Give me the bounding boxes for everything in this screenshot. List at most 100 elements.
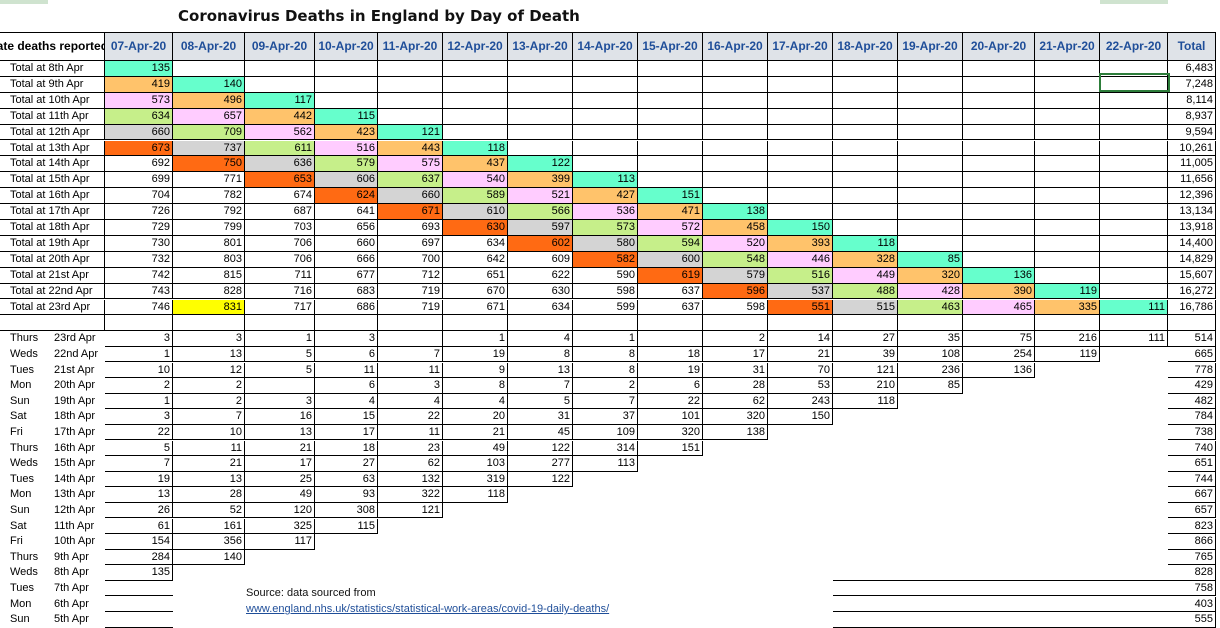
- cumulative-cell[interactable]: [443, 61, 508, 77]
- daily-cell[interactable]: 3: [245, 393, 315, 410]
- cumulative-cell[interactable]: 729: [105, 220, 173, 236]
- cumulative-cell[interactable]: 801: [173, 235, 245, 252]
- header-date-16-Apr-20[interactable]: 16-Apr-20: [703, 32, 768, 61]
- cumulative-cell[interactable]: 677: [315, 267, 378, 284]
- daily-cell[interactable]: 118: [833, 393, 898, 410]
- cumulative-cell[interactable]: 390: [963, 283, 1035, 300]
- header-first-column[interactable]: Date deaths reported: [0, 32, 105, 61]
- cumulative-cell[interactable]: 671: [443, 299, 508, 316]
- cumulative-cell[interactable]: 328: [833, 251, 898, 268]
- cumulative-cell[interactable]: 515: [833, 299, 898, 316]
- daily-cell[interactable]: 35: [898, 331, 963, 347]
- cumulative-cell[interactable]: [573, 156, 638, 173]
- cumulative-cell[interactable]: [833, 76, 898, 93]
- cumulative-cell[interactable]: 446: [768, 251, 833, 268]
- daily-cell[interactable]: 93: [315, 487, 378, 503]
- cumulative-cell[interactable]: 579: [315, 156, 378, 173]
- cumulative-cell[interactable]: 536: [573, 204, 638, 220]
- cumulative-cell[interactable]: [963, 172, 1035, 189]
- cumulative-cell[interactable]: [1035, 172, 1100, 189]
- daily-cell[interactable]: 27: [833, 331, 898, 347]
- daily-cell[interactable]: 8: [443, 378, 508, 394]
- cumulative-cell[interactable]: [1035, 235, 1100, 252]
- daily-cell[interactable]: 2: [703, 331, 768, 347]
- cumulative-cell[interactable]: 634: [508, 299, 573, 316]
- header-date-12-Apr-20[interactable]: 12-Apr-20: [443, 32, 508, 61]
- header-date-17-Apr-20[interactable]: 17-Apr-20: [768, 32, 833, 61]
- cumulative-cell[interactable]: [963, 76, 1035, 93]
- daily-cell[interactable]: 121: [378, 502, 443, 519]
- cumulative-total[interactable]: 16,786: [1168, 299, 1216, 316]
- daily-cell[interactable]: 17: [315, 424, 378, 441]
- daily-cell[interactable]: 136: [963, 362, 1035, 379]
- cumulative-cell[interactable]: 135: [105, 61, 173, 77]
- cumulative-cell[interactable]: 471: [638, 204, 703, 220]
- cumulative-cell[interactable]: [378, 61, 443, 77]
- cumulative-cell[interactable]: 726: [105, 204, 173, 220]
- cumulative-cell[interactable]: 610: [443, 204, 508, 220]
- cumulative-cell[interactable]: [1100, 188, 1168, 205]
- cumulative-cell[interactable]: 771: [173, 172, 245, 189]
- cumulative-cell[interactable]: [638, 124, 703, 141]
- cumulative-cell[interactable]: 737: [173, 140, 245, 157]
- cumulative-total[interactable]: 9,594: [1168, 124, 1216, 141]
- cumulative-cell[interactable]: 111: [1100, 299, 1168, 316]
- cumulative-cell[interactable]: 657: [173, 108, 245, 125]
- cumulative-cell[interactable]: [1035, 220, 1100, 236]
- daily-cell[interactable]: 4: [508, 331, 573, 347]
- cumulative-cell[interactable]: [833, 140, 898, 157]
- cumulative-cell[interactable]: [703, 172, 768, 189]
- cumulative-cell[interactable]: 815: [173, 267, 245, 284]
- cumulative-cell[interactable]: 660: [378, 188, 443, 205]
- daily-cell[interactable]: [105, 597, 173, 613]
- header-date-21-Apr-20[interactable]: 21-Apr-20: [1035, 32, 1100, 61]
- daily-cell[interactable]: 26: [105, 502, 173, 519]
- cumulative-cell[interactable]: 624: [315, 188, 378, 205]
- daily-total[interactable]: 740: [1168, 440, 1216, 457]
- cumulative-cell[interactable]: 449: [833, 267, 898, 284]
- cumulative-cell[interactable]: [245, 61, 315, 77]
- cumulative-cell[interactable]: [898, 204, 963, 220]
- cumulative-cell[interactable]: [638, 61, 703, 77]
- cumulative-cell[interactable]: [1035, 267, 1100, 284]
- cumulative-cell[interactable]: [173, 61, 245, 77]
- daily-cell[interactable]: 120: [245, 502, 315, 519]
- cumulative-cell[interactable]: [768, 108, 833, 125]
- cumulative-cell[interactable]: 437: [443, 156, 508, 173]
- daily-cell[interactable]: 132: [378, 471, 443, 488]
- cumulative-cell[interactable]: 599: [573, 299, 638, 316]
- cumulative-cell[interactable]: 602: [508, 235, 573, 252]
- daily-cell[interactable]: 117: [245, 534, 315, 550]
- cumulative-cell[interactable]: 706: [245, 235, 315, 252]
- daily-cell[interactable]: 140: [173, 549, 245, 566]
- cumulative-total[interactable]: 6,483: [1168, 61, 1216, 77]
- cumulative-cell[interactable]: 656: [315, 220, 378, 236]
- daily-cell[interactable]: 8: [508, 346, 573, 363]
- daily-cell[interactable]: 119: [1035, 346, 1100, 363]
- cumulative-cell[interactable]: 573: [105, 92, 173, 109]
- cumulative-cell[interactable]: 716: [245, 283, 315, 300]
- cumulative-cell[interactable]: [1100, 251, 1168, 268]
- cumulative-cell[interactable]: [1100, 61, 1168, 77]
- cumulative-cell[interactable]: 136: [963, 267, 1035, 284]
- cumulative-cell[interactable]: [898, 92, 963, 109]
- cumulative-cell[interactable]: [898, 188, 963, 205]
- cumulative-cell[interactable]: 118: [833, 235, 898, 252]
- cumulative-cell[interactable]: [638, 156, 703, 173]
- cumulative-cell[interactable]: 598: [573, 283, 638, 300]
- cumulative-cell[interactable]: 750: [173, 156, 245, 173]
- daily-cell[interactable]: 49: [443, 440, 508, 457]
- cumulative-cell[interactable]: 335: [1035, 299, 1100, 316]
- daily-cell[interactable]: 6: [315, 346, 378, 363]
- cumulative-cell[interactable]: [315, 76, 378, 93]
- cumulative-cell[interactable]: [1100, 235, 1168, 252]
- cumulative-cell[interactable]: 516: [315, 140, 378, 157]
- daily-cell[interactable]: 1: [105, 393, 173, 410]
- daily-cell[interactable]: 28: [703, 378, 768, 394]
- cumulative-total[interactable]: 11,656: [1168, 172, 1216, 189]
- cumulative-cell[interactable]: [443, 108, 508, 125]
- daily-cell[interactable]: 37: [573, 409, 638, 425]
- cumulative-cell[interactable]: 700: [378, 251, 443, 268]
- header-date-11-Apr-20[interactable]: 11-Apr-20: [378, 32, 443, 61]
